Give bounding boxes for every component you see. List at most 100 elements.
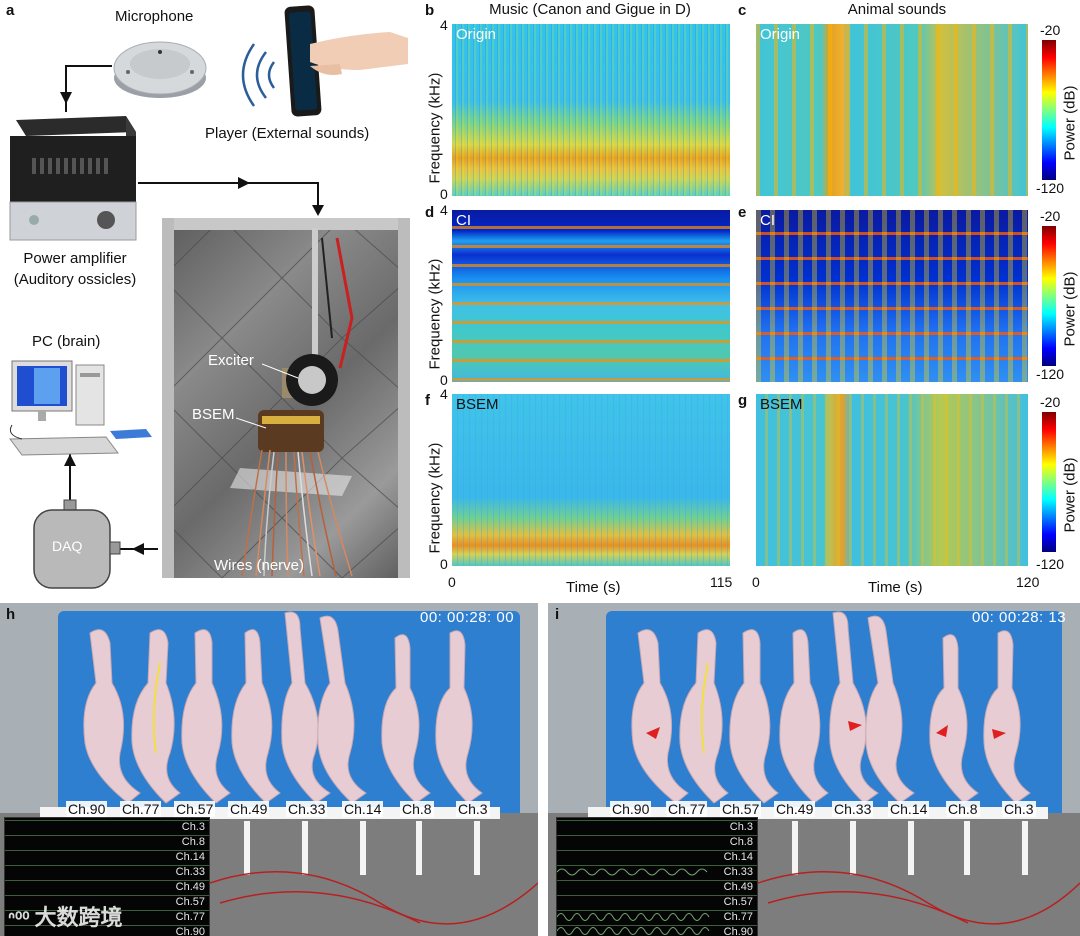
animal-column-title: Animal sounds bbox=[847, 1, 947, 18]
pc-icon bbox=[9, 360, 152, 456]
panel-label-e: e bbox=[738, 204, 747, 221]
ytick-b-max: 4 bbox=[440, 17, 448, 33]
colorbar-c-min: -120 bbox=[1036, 180, 1065, 196]
colorbar-g bbox=[1042, 412, 1056, 552]
monitor-i-ch-2: Ch.14 bbox=[723, 851, 753, 863]
video-frame-i: 00: 00:28: 13 Ch.90 Ch.77 Ch.57 Ch.49 Ch… bbox=[548, 603, 1080, 936]
signal-monitor-h: Ch.3 Ch.8 Ch.14 Ch.33 Ch.49 Ch.57 Ch.77 … bbox=[4, 817, 210, 936]
ytick-b-min: 0 bbox=[440, 186, 448, 202]
colorbar-e bbox=[1042, 226, 1056, 366]
watermark-text: 大数跨境 bbox=[34, 905, 123, 930]
panel-label-c: c bbox=[738, 2, 747, 19]
panel-label-a: a bbox=[6, 2, 15, 19]
monitor-i-ch-3: Ch.33 bbox=[723, 866, 753, 878]
ylabel-d: Frequency (kHz) bbox=[426, 258, 444, 370]
channel-label-h-3: Ch.49 bbox=[228, 801, 270, 817]
signal-monitor-i: Ch.3 Ch.8 Ch.14 Ch.33 Ch.49 Ch.57 Ch.77 … bbox=[556, 817, 758, 936]
colorbar-e-min: -120 bbox=[1036, 366, 1065, 382]
watermark: ᐢ⁰⁰ 大数跨境 bbox=[8, 900, 122, 932]
xlabel-animal: Time (s) bbox=[868, 579, 923, 596]
ytick-f-max: 4 bbox=[440, 386, 448, 402]
monitor-h-ch-0: Ch.3 bbox=[181, 821, 205, 833]
spectrogram-e-animal-ci: CI bbox=[756, 210, 1028, 382]
colorbar-e-label: Power (dB) bbox=[1061, 271, 1079, 347]
channel-label-i-6: Ch.8 bbox=[946, 801, 980, 817]
channel-label-i-3: Ch.49 bbox=[774, 801, 816, 817]
ylabel-f: Frequency (kHz) bbox=[426, 442, 444, 554]
channel-label-i-0: Ch.90 bbox=[610, 801, 652, 817]
channel-label-i-1: Ch.77 bbox=[666, 801, 708, 817]
microphone-icon bbox=[113, 41, 207, 98]
colorbar-g-min: -120 bbox=[1036, 556, 1065, 572]
channel-label-h-1: Ch.77 bbox=[120, 801, 162, 817]
channel-label-h-6: Ch.8 bbox=[400, 801, 434, 817]
monitor-i-ch-7: Ch.90 bbox=[723, 926, 753, 936]
channel-label-i-5: Ch.14 bbox=[888, 801, 930, 817]
channel-label-i-7: Ch.3 bbox=[1002, 801, 1036, 817]
channel-label-h-5: Ch.14 bbox=[342, 801, 384, 817]
bsem-pointer bbox=[236, 417, 267, 429]
bsem-label: BSEM bbox=[192, 406, 235, 423]
timestamp-i: 00: 00:28: 13 bbox=[972, 609, 1067, 626]
panel-label-i: i bbox=[555, 606, 560, 623]
daq-icon bbox=[33, 499, 121, 589]
music-column-title: Music (Canon and Gigue in D) bbox=[489, 1, 691, 18]
ytick-d-max: 4 bbox=[440, 202, 448, 218]
amplifier-label-line2: (Auditory ossicles) bbox=[13, 271, 137, 288]
panel-label-g: g bbox=[738, 392, 748, 409]
video-frame-h: 00: 00:28: 00 Ch.90 Ch.77 Ch.57 Ch.49 Ch… bbox=[0, 603, 538, 936]
channel-label-h-0: Ch.90 bbox=[66, 801, 108, 817]
monitor-i-ch-4: Ch.49 bbox=[723, 881, 753, 893]
player-label: Player (External sounds) bbox=[205, 125, 370, 142]
microphone-label: Microphone bbox=[115, 8, 194, 25]
panel-label-d: d bbox=[425, 204, 435, 221]
spectrogram-b-music-origin: Origin bbox=[452, 24, 730, 196]
ytick-f-min: 0 bbox=[440, 556, 448, 572]
colorbar-c-max: -20 bbox=[1040, 22, 1061, 38]
amplifier-label-line1: Power amplifier bbox=[23, 250, 127, 267]
colorbar-c-label: Power (dB) bbox=[1061, 85, 1079, 161]
spectrogram-g-tag: BSEM bbox=[760, 396, 803, 413]
phone-player-icon bbox=[284, 5, 408, 117]
colorbar-c bbox=[1042, 40, 1056, 180]
amplifier-icon bbox=[9, 116, 137, 241]
connection-arrows bbox=[60, 65, 324, 555]
channel-label-h-7: Ch.3 bbox=[456, 801, 490, 817]
spectrogram-d-music-ci: CI bbox=[452, 210, 730, 382]
panel-label-h: h bbox=[6, 606, 16, 623]
exciter-pointer bbox=[262, 363, 299, 379]
colorbar-e-max: -20 bbox=[1040, 208, 1061, 224]
exciter-label: Exciter bbox=[208, 352, 254, 369]
spectrogram-f-music-bsem: BSEM bbox=[452, 394, 730, 566]
wires-label: Wires (nerve) bbox=[214, 557, 305, 574]
spectrogram-c-animal-origin: Origin bbox=[756, 24, 1028, 196]
panel-label-b: b bbox=[425, 2, 435, 19]
monitor-i-ch-6: Ch.77 bbox=[723, 911, 753, 923]
monitor-i-ch-5: Ch.57 bbox=[723, 896, 753, 908]
spectrogram-d-tag: CI bbox=[456, 212, 471, 229]
spectrogram-c-tag: Origin bbox=[760, 26, 801, 43]
exciter-setup-photo bbox=[162, 218, 410, 578]
monitor-h-ch-1: Ch.8 bbox=[181, 836, 205, 848]
watermark-logo-icon: ᐢ⁰⁰ bbox=[8, 909, 35, 929]
spectrogram-e-tag: CI bbox=[760, 212, 775, 229]
sound-wave-icon bbox=[241, 43, 276, 107]
xtick-animal-start: 0 bbox=[752, 574, 760, 590]
colorbar-g-label: Power (dB) bbox=[1061, 457, 1079, 533]
pc-label: PC (brain) bbox=[32, 333, 101, 350]
monitor-i-ch-0: Ch.3 bbox=[729, 821, 753, 833]
monitor-h-ch-4: Ch.49 bbox=[175, 881, 205, 893]
xtick-animal-end: 120 bbox=[1016, 574, 1040, 590]
monitor-h-ch-5: Ch.57 bbox=[175, 896, 205, 908]
daq-label: DAQ bbox=[52, 538, 83, 554]
channel-label-i-2: Ch.57 bbox=[720, 801, 762, 817]
spectrogram-f-tag: BSEM bbox=[456, 396, 499, 413]
channel-label-h-2: Ch.57 bbox=[174, 801, 216, 817]
spectrogram-b-tag: Origin bbox=[456, 26, 497, 43]
monitor-h-ch-7: Ch.90 bbox=[175, 926, 205, 936]
monitor-i-ch-1: Ch.8 bbox=[729, 836, 753, 848]
timestamp-h: 00: 00:28: 00 bbox=[420, 609, 515, 626]
monitor-h-ch-2: Ch.14 bbox=[175, 851, 205, 863]
xlabel-music: Time (s) bbox=[566, 579, 621, 596]
xtick-music-end: 115 bbox=[710, 574, 733, 590]
